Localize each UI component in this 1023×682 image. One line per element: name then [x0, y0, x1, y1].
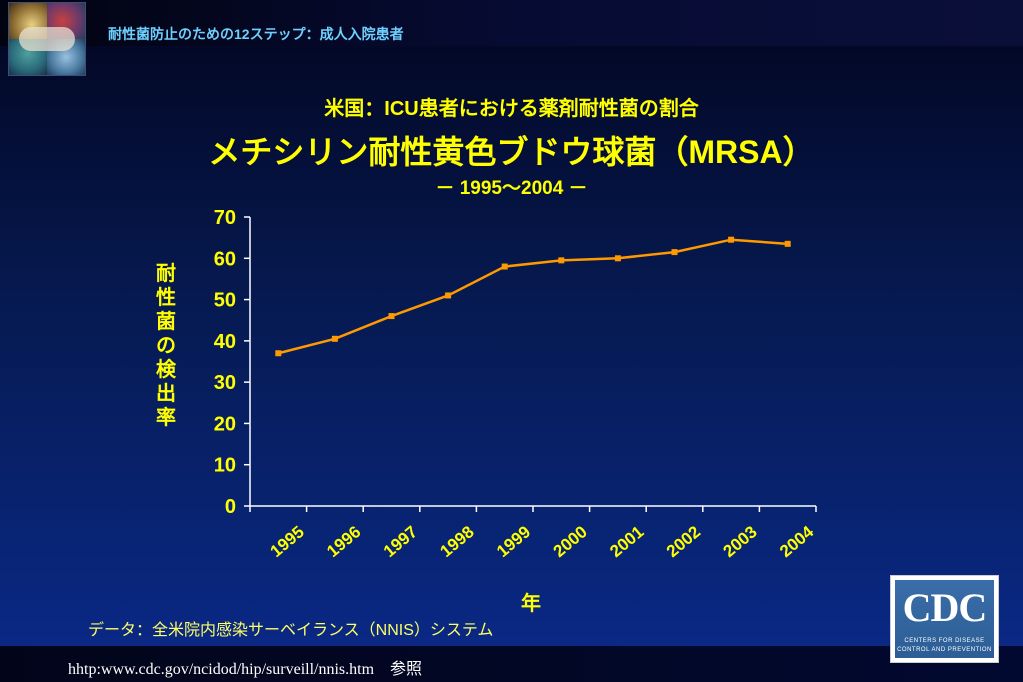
x-tick-label: 2003: [719, 522, 760, 561]
y-tick-label: 20: [214, 413, 236, 435]
chart-axes: [244, 216, 817, 512]
x-axis-label: 年: [521, 591, 541, 615]
y-tick-label: 60: [214, 248, 236, 270]
cdc-logo: CDC CENTERS FOR DISEASE CONTROL AND PREV…: [890, 575, 999, 663]
cdc-logo-line1: CENTERS FOR DISEASE: [904, 638, 985, 644]
chart-title-line2: メチシリン耐性黄色ブドウ球菌（MRSA）: [208, 134, 815, 170]
x-tick-label: 2004: [776, 522, 818, 561]
y-tick-labels: 0 10 20 30 40 50 60 70: [214, 207, 236, 518]
chart-title-line3: － 1995～2004 －: [435, 178, 588, 199]
y-tick-label: 40: [214, 331, 236, 353]
x-tick-label: 2000: [550, 522, 591, 561]
y-tick-label: 50: [214, 290, 236, 312]
data-point-1997: [388, 313, 395, 320]
bottom-bar: [0, 646, 1023, 682]
x-tick-label: 1995: [267, 522, 308, 561]
data-source-note: データ：全米院内感染サーベイランス（NNIS）システム: [88, 622, 494, 639]
series-line-mrsa: [277, 238, 788, 355]
header-bar: [0, 0, 1023, 46]
data-point-1996: [331, 335, 338, 342]
x-tick-label: 1997: [380, 522, 421, 561]
reference-url: hhtp:www.cdc.gov/ncidod/hip/surveill/nni…: [68, 661, 423, 678]
y-tick-label: 30: [214, 372, 236, 394]
x-tick-label: 2002: [663, 522, 704, 561]
cdc-logo-letters: CDC: [902, 585, 988, 630]
y-tick-label: 70: [214, 207, 236, 229]
data-point-2002: [671, 249, 678, 256]
x-tick-label: 1999: [493, 522, 534, 561]
x-tick-label: 2001: [606, 522, 647, 561]
header-title: 耐性菌防止のための12ステップ：成人入院患者: [108, 26, 404, 42]
cdc-logo-line2: CONTROL AND PREVENTION: [897, 647, 992, 653]
data-point-1998: [445, 292, 452, 299]
x-tick-labels: 1995 1996 1997 1998 1999 2000 2001 2002 2003 2004: [267, 522, 818, 561]
collage-logo-icon: [8, 2, 86, 76]
data-point-1995: [275, 350, 282, 357]
data-point-2003: [728, 236, 735, 243]
y-axis-label: 耐性菌の検出率: [156, 263, 176, 429]
series-markers: [275, 236, 791, 357]
x-tick-label: 1998: [436, 522, 477, 561]
y-tick-label: 10: [214, 455, 236, 477]
chart-title-line1: 米国：ICU患者における薬剤耐性菌の割合: [324, 98, 699, 120]
data-point-1999: [501, 263, 508, 270]
data-point-2004: [784, 240, 791, 247]
data-point-2001: [614, 255, 621, 262]
y-tick-label: 0: [225, 496, 236, 518]
x-tick-label: 1996: [323, 522, 364, 561]
data-point-2000: [558, 257, 565, 264]
